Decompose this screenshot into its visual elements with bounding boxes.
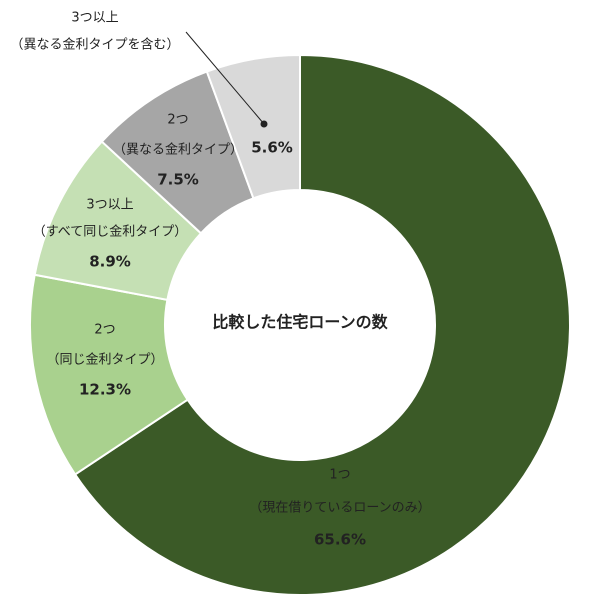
value-label: 7.5% [157, 171, 199, 189]
donut-segment [205, 53, 301, 200]
donut-segment [29, 273, 189, 476]
category-sublabel: （異なる金利タイプを含む） [10, 37, 179, 53]
value-label: 65.6% [314, 531, 366, 549]
callout-dot [260, 120, 268, 128]
chart-title: 比較した住宅ローンの数 [212, 313, 388, 332]
category-label: 2つ [167, 113, 188, 128]
category-sublabel: （同じ金利タイプ） [46, 352, 163, 368]
donut-segment [73, 53, 571, 596]
category-label: 3つ以上 [86, 198, 133, 213]
category-sublabel: （現在借りているローンのみ） [249, 501, 430, 516]
category-label: 3つ以上 [71, 11, 118, 26]
category-sublabel: （すべて同じ金利タイプ） [33, 224, 188, 240]
value-label: 8.9% [89, 253, 131, 271]
value-label: 12.3% [79, 381, 131, 399]
value-label: 5.6% [251, 139, 293, 157]
category-sublabel: （異なる金利タイプ） [113, 142, 243, 158]
callout-line [185, 31, 265, 125]
category-label: 2つ [94, 323, 115, 338]
category-label: 1つ [329, 468, 350, 483]
